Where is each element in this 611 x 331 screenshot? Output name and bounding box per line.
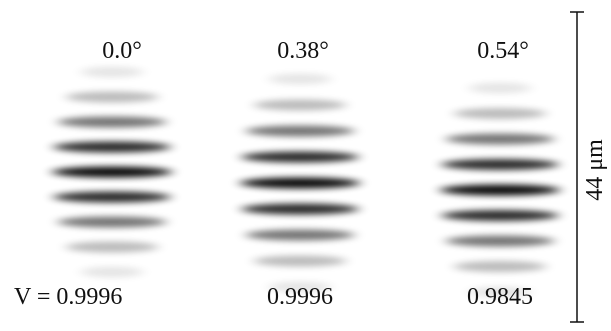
fringe	[53, 142, 170, 153]
fringe	[81, 267, 144, 278]
fringe	[240, 178, 360, 189]
fringe	[66, 242, 158, 253]
fringe	[469, 83, 532, 94]
fringe	[254, 100, 346, 111]
fringe	[446, 134, 555, 145]
angle-label: 0.54°	[477, 38, 529, 64]
fringe	[440, 185, 560, 196]
fringe	[66, 92, 158, 103]
fringe	[53, 192, 170, 203]
visibility-label: 0.9996	[267, 284, 333, 310]
angle-label: 0.0°	[102, 38, 142, 64]
fringe	[454, 261, 546, 272]
fringe	[241, 152, 358, 163]
fringe	[254, 256, 346, 267]
fringe	[454, 108, 546, 119]
fringe	[58, 217, 167, 228]
fringe	[58, 117, 167, 128]
fringe	[441, 159, 558, 170]
figure: 0.0° 0.38° 0.54° V = 0.9996 0.9996 0.984…	[0, 0, 611, 331]
visibility-label: 0.9845	[467, 284, 533, 310]
fringe	[269, 74, 332, 85]
fringe	[441, 210, 558, 221]
fringe	[81, 67, 144, 78]
scale-bar-label: 44 μm	[582, 139, 608, 201]
angle-label: 0.38°	[277, 38, 329, 64]
fringe	[241, 204, 358, 215]
visibility-label: V = 0.9996	[14, 284, 122, 310]
fringe	[246, 126, 355, 137]
fringe	[446, 236, 555, 247]
fringe	[246, 230, 355, 241]
fringe	[52, 167, 172, 178]
